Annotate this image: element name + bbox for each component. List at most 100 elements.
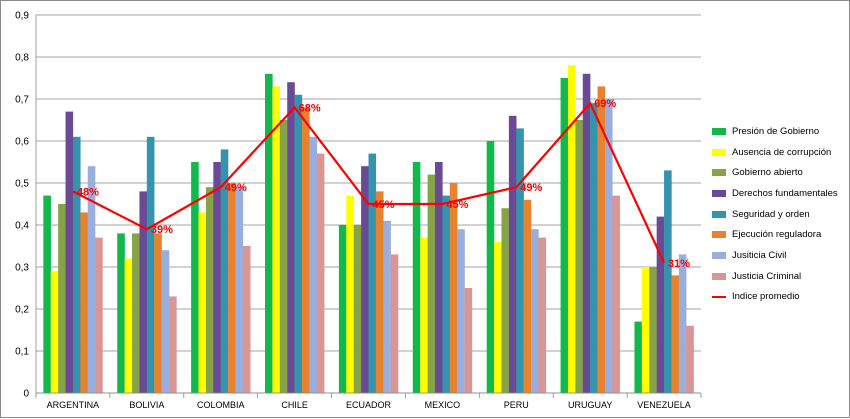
bar [508, 115, 517, 394]
legend-label: Ausencia de corrupción [732, 146, 832, 158]
bar [294, 94, 303, 394]
bar [228, 183, 236, 393]
legend-swatch [712, 148, 726, 156]
bar [538, 237, 547, 393]
bar [353, 225, 362, 393]
bar [678, 254, 687, 393]
bar [412, 162, 421, 393]
bar [457, 229, 465, 393]
bar [590, 103, 598, 393]
bar [427, 174, 436, 393]
bar [383, 220, 391, 393]
bar [72, 136, 81, 394]
bar [58, 204, 66, 393]
data-label: 69% [594, 98, 616, 110]
bar [242, 246, 251, 393]
y-tick-label: 0,9 [15, 11, 29, 22]
data-label: 31% [668, 258, 690, 270]
y-axis-ticks: 0 0,1 0,2 0,3 0,4 0,5 0,6 0,7 0,8 0,9 [15, 11, 29, 400]
legend-swatch [712, 231, 726, 239]
bar [87, 166, 96, 393]
bar [494, 241, 502, 393]
bar [220, 149, 229, 393]
bar [375, 191, 384, 393]
bar [338, 225, 347, 393]
bar [346, 195, 354, 393]
bar [316, 153, 325, 393]
legend-swatch [712, 251, 726, 259]
bar [612, 195, 620, 393]
bar [597, 86, 606, 394]
bar [486, 141, 495, 393]
legend-item: Presión de Gobierno [712, 121, 838, 142]
bar [65, 111, 74, 393]
legend-item: Gobierno abierto [712, 162, 838, 183]
data-labels: 48% 39% 49% 68% 45% 45% 49% 69% 31% [77, 98, 690, 270]
bar [368, 153, 377, 393]
bar [117, 233, 125, 393]
bar [235, 187, 244, 393]
legend-swatch [712, 169, 726, 177]
bar [464, 288, 473, 393]
x-tick-label: MEXICO [425, 400, 461, 410]
bar [161, 250, 170, 393]
bar [449, 183, 458, 393]
legend-label: Presión de Gobierno [732, 125, 820, 137]
legend-swatch [712, 127, 726, 135]
legend-item: Seguridad y orden [712, 204, 838, 225]
data-label: 48% [77, 186, 99, 198]
bar [516, 128, 524, 393]
bar [634, 321, 643, 393]
bar [309, 136, 318, 394]
bar [567, 65, 576, 394]
x-tick-label: CHILE [281, 400, 308, 410]
bar [604, 99, 613, 393]
legend-label: Indice promedio [732, 291, 800, 303]
bar [43, 195, 51, 393]
data-label: 68% [299, 102, 321, 114]
bar [420, 237, 428, 393]
bar [146, 136, 155, 394]
bar [132, 233, 140, 393]
legend-swatch [712, 295, 726, 298]
legend-swatch [712, 189, 726, 197]
legend-label: Ejecución reguladora [732, 229, 822, 241]
bar [656, 216, 665, 393]
bar [287, 82, 295, 393]
bar [434, 162, 443, 393]
average-line [72, 101, 666, 264]
bar [205, 187, 214, 393]
bar [649, 267, 657, 393]
bar [169, 296, 177, 393]
bar [80, 212, 88, 393]
legend-item: Ausencia de corrupción [712, 142, 838, 163]
y-tick-label: 0 [23, 389, 29, 400]
bar [442, 195, 450, 393]
legend-item: Justicia Criminal [712, 266, 838, 287]
x-tick-label: COLOMBIA [197, 400, 245, 410]
x-axis-ticks: ARGENTINA BOLIVIA COLOMBIA CHILE ECUADOR MEXI… [47, 400, 691, 410]
bar [302, 107, 310, 394]
x-tick-label: PERU [504, 400, 529, 410]
legend-label: Derechos fundamentales [732, 187, 838, 199]
data-label: 49% [225, 182, 247, 194]
x-tick-label: ECUADOR [346, 400, 392, 410]
legend-item: Jusiticia Civil [712, 245, 838, 266]
x-tick-label: ARGENTINA [47, 400, 100, 410]
bar [361, 166, 369, 393]
x-axis [35, 392, 702, 398]
bar [265, 73, 273, 394]
x-tick-label: BOLIVIA [129, 400, 164, 410]
bar [523, 199, 532, 393]
series-line [72, 101, 666, 264]
data-label: 49% [520, 182, 542, 194]
bar [198, 212, 207, 393]
bar [501, 208, 510, 393]
bars [43, 65, 694, 394]
y-tick-label: 0,8 [15, 53, 29, 64]
bar [95, 237, 103, 393]
bar [671, 275, 680, 393]
y-tick-label: 0,4 [15, 221, 29, 232]
bar [582, 73, 591, 394]
